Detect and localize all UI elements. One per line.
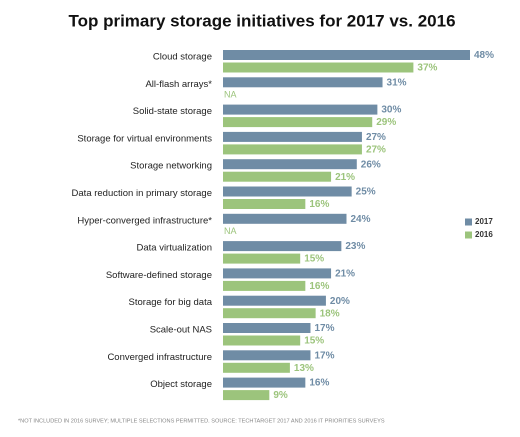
value-label: 24% bbox=[351, 214, 371, 225]
bar bbox=[223, 362, 290, 373]
bar bbox=[223, 104, 378, 115]
value-label: NA bbox=[224, 226, 237, 236]
value-label: NA bbox=[224, 90, 237, 100]
bar bbox=[223, 144, 362, 155]
bar bbox=[223, 199, 306, 209]
bar bbox=[223, 131, 362, 142]
category-label: Hyper-converged infrastructure* bbox=[77, 215, 212, 226]
value-label: 15% bbox=[304, 254, 324, 265]
value-label: 48% bbox=[474, 50, 494, 61]
bar bbox=[223, 50, 470, 60]
bar bbox=[223, 350, 311, 361]
bar bbox=[223, 390, 270, 401]
value-label: 21% bbox=[335, 269, 355, 280]
value-label: 23% bbox=[345, 241, 365, 252]
bar bbox=[223, 280, 306, 291]
bar bbox=[223, 268, 332, 279]
value-label: 21% bbox=[335, 172, 355, 183]
bar bbox=[223, 323, 311, 333]
value-label: 15% bbox=[304, 336, 324, 347]
bar bbox=[223, 117, 373, 128]
value-label: 17% bbox=[314, 323, 334, 334]
bar bbox=[223, 241, 342, 252]
category-label: All-flash arrays* bbox=[145, 79, 212, 90]
bar bbox=[223, 159, 357, 170]
footnote: *NOT INCLUDED IN 2016 SURVEY; MULTIPLE S… bbox=[18, 418, 385, 424]
value-label: 27% bbox=[366, 132, 386, 143]
category-label: Storage networking bbox=[130, 161, 212, 172]
value-label: 9% bbox=[273, 390, 288, 401]
bar bbox=[223, 253, 301, 264]
value-label: 37% bbox=[417, 63, 437, 74]
bar bbox=[223, 213, 347, 224]
value-label: 13% bbox=[294, 363, 314, 374]
value-label: 27% bbox=[366, 145, 386, 156]
bar bbox=[223, 295, 326, 306]
value-label: 16% bbox=[309, 378, 329, 389]
category-label: Storage for big data bbox=[129, 297, 213, 308]
category-label: Software-defined storage bbox=[106, 270, 212, 281]
category-label: Converged infrastructure bbox=[107, 352, 212, 363]
value-label: 17% bbox=[314, 350, 334, 361]
value-label: 26% bbox=[361, 159, 381, 170]
bar bbox=[223, 77, 383, 88]
value-label: 16% bbox=[309, 199, 329, 210]
bar bbox=[223, 186, 352, 197]
category-label: Storage for virtual environments bbox=[77, 133, 212, 144]
value-label: 25% bbox=[356, 187, 376, 198]
category-label: Scale-out NAS bbox=[150, 325, 212, 336]
value-label: 30% bbox=[381, 105, 401, 116]
bar bbox=[223, 308, 316, 319]
value-label: 16% bbox=[309, 281, 329, 292]
legend-label: 2017 bbox=[475, 217, 493, 226]
category-label: Data reduction in primary storage bbox=[72, 188, 212, 199]
legend-swatch bbox=[465, 218, 472, 226]
bar bbox=[223, 62, 414, 73]
legend-swatch bbox=[465, 231, 472, 239]
category-label: Object storage bbox=[150, 379, 212, 390]
category-label: Cloud storage bbox=[153, 52, 212, 63]
chart-title: Top primary storage initiatives for 2017… bbox=[68, 11, 455, 30]
value-label: 29% bbox=[376, 117, 396, 128]
category-label: Solid-state storage bbox=[133, 106, 212, 117]
bar bbox=[223, 171, 332, 182]
legend-label: 2016 bbox=[475, 230, 493, 239]
value-label: 31% bbox=[387, 77, 407, 88]
value-label: 18% bbox=[320, 308, 340, 319]
bar bbox=[223, 335, 301, 346]
value-label: 20% bbox=[330, 296, 350, 307]
category-label: Data virtualization bbox=[136, 243, 212, 254]
bar bbox=[223, 377, 306, 388]
